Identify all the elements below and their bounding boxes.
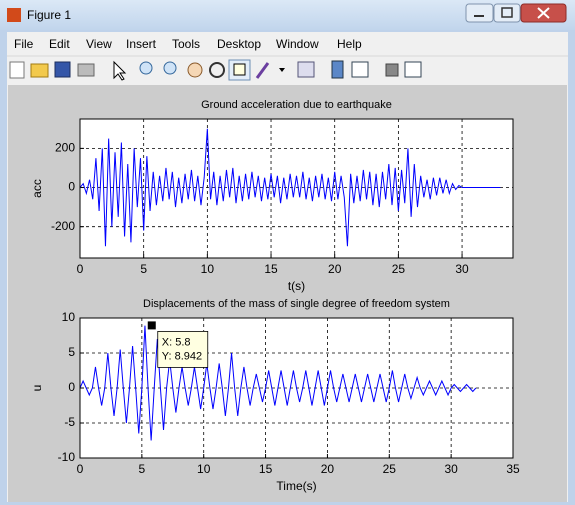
y-tick-label: -10 <box>58 450 76 464</box>
y-axis-label: acc <box>30 179 44 198</box>
pan-icon[interactable] <box>187 62 203 78</box>
app-icon <box>7 8 21 22</box>
hide-tools-icon[interactable] <box>385 63 399 77</box>
axes-box <box>79 317 514 459</box>
y-tick-label: 200 <box>55 141 75 155</box>
show-tools-icon[interactable] <box>404 61 422 78</box>
x-tick-label: 5 <box>139 462 146 476</box>
menu-bar: File Edit View Insert Tools Desktop Wind… <box>14 37 362 51</box>
datatip-x: X: 5.8 <box>162 336 191 348</box>
axes-box <box>79 118 514 259</box>
axes: 0 5 10 15 20 25 30 -200 0 200 Ground acceleration … <box>30 99 514 293</box>
data-line <box>79 325 477 441</box>
zoom-out-icon[interactable] <box>163 61 177 75</box>
y-tick-label: 0 <box>68 180 75 194</box>
menu-item[interactable]: Tools <box>172 37 200 51</box>
print-icon[interactable] <box>77 63 95 77</box>
menu-item[interactable]: Edit <box>49 37 70 51</box>
x-tick-label: 0 <box>77 262 84 276</box>
chart-title: Ground acceleration due to earthquake <box>201 99 392 111</box>
menu-item[interactable]: View <box>86 37 112 51</box>
close-glyph <box>537 7 550 19</box>
x-tick-label: 25 <box>392 262 406 276</box>
save-icon[interactable] <box>54 61 71 78</box>
x-tick-label: 30 <box>444 462 458 476</box>
x-tick-label: 20 <box>328 262 342 276</box>
y-tick-label: 0 <box>68 380 75 394</box>
zoom-in-icon[interactable] <box>139 61 153 75</box>
new-icon[interactable] <box>9 61 25 79</box>
x-axis-label: t(s) <box>288 279 305 293</box>
y-tick-label: -5 <box>64 415 75 429</box>
x-tick-label: 15 <box>259 462 273 476</box>
minimize-button[interactable] <box>465 3 494 23</box>
datatip-y: Y: 8.942 <box>162 350 202 362</box>
menu-item[interactable]: File <box>14 37 34 51</box>
colorbar-icon[interactable] <box>331 60 344 79</box>
x-tick-label: 10 <box>197 462 211 476</box>
maximize-button[interactable] <box>493 3 521 23</box>
legend-icon[interactable] <box>351 61 369 78</box>
toolbar <box>9 59 422 81</box>
rotate-icon[interactable] <box>209 62 225 78</box>
y-axis-label: u <box>30 385 44 392</box>
maximize-glyph <box>501 7 513 18</box>
pointer-icon[interactable] <box>113 60 127 81</box>
x-tick-label: 30 <box>455 262 469 276</box>
link-icon[interactable] <box>297 61 315 78</box>
data-line <box>79 128 501 247</box>
axes: 0 5 10 15 20 25 30 35 -10 -5 0 5 10 Displacements of … <box>30 298 520 493</box>
x-tick-label: 0 <box>77 462 84 476</box>
open-icon[interactable] <box>30 63 49 78</box>
x-tick-label: 15 <box>264 262 278 276</box>
menu-item[interactable]: Desktop <box>217 37 261 51</box>
datatip-box <box>157 331 209 368</box>
menu-item[interactable]: Window <box>276 37 319 51</box>
x-axis-label: Time(s) <box>276 479 316 493</box>
x-tick-label: 5 <box>140 262 147 276</box>
y-tick-label: 10 <box>62 310 76 324</box>
x-tick-label: 35 <box>506 462 520 476</box>
dropdown-arrow[interactable] <box>279 68 285 72</box>
y-tick-label: 5 <box>68 345 75 359</box>
x-tick-label: 20 <box>321 462 335 476</box>
y-tick-label: -200 <box>51 219 75 233</box>
data-cursor-glyph <box>233 63 246 76</box>
x-tick-label: 10 <box>201 262 215 276</box>
window-title: Figure 1 <box>27 8 71 22</box>
chart-title: Displacements of the mass of single degr… <box>143 298 450 310</box>
menu-item[interactable]: Insert <box>126 37 157 51</box>
x-tick-label: 25 <box>383 462 397 476</box>
menu-item[interactable]: Help <box>337 37 362 51</box>
datatip-marker <box>147 321 156 330</box>
brush-icon[interactable] <box>255 62 270 79</box>
